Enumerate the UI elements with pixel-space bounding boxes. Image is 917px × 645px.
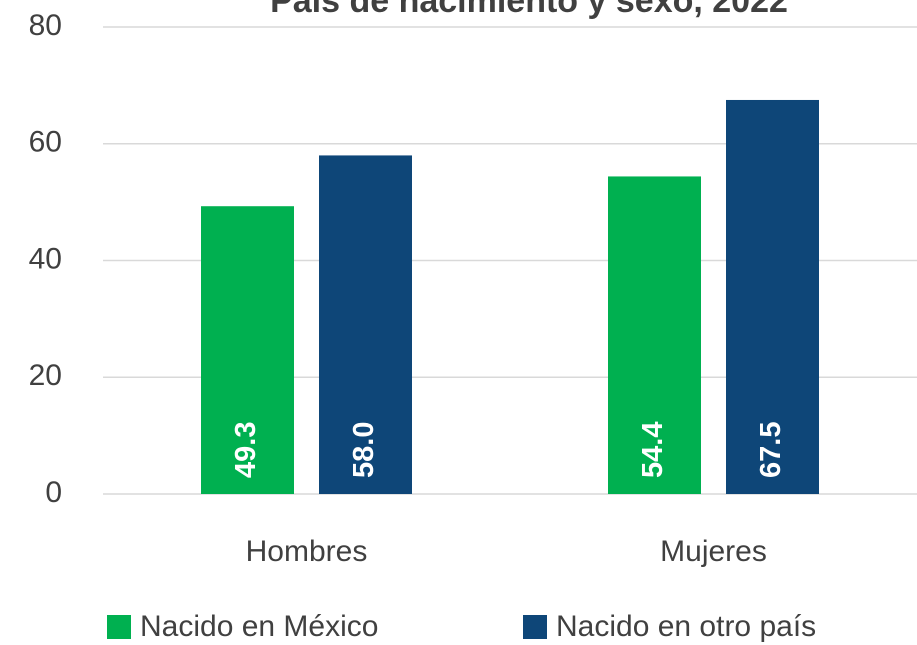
legend-label: Nacido en otro país [556,610,816,643]
y-tick-label: 80 [29,9,62,42]
y-tick-label: 40 [29,242,62,275]
value-label: 67.5 [755,422,787,478]
chart-title: País de nacimiento y sexo, 2022 [270,0,788,20]
bar [726,99,819,494]
value-label: 54.4 [637,422,669,478]
legend-swatch [107,615,131,639]
value-label: 58.0 [348,422,380,478]
bar [201,206,294,494]
bar [319,155,412,495]
x-tick-label: Hombres [246,535,368,568]
x-tick-label: Mujeres [660,535,767,568]
y-tick-label: 60 [29,126,62,159]
value-label: 49.3 [230,422,262,478]
legend-label: Nacido en México [140,610,378,643]
bar [608,176,701,494]
legend-swatch [523,615,547,639]
y-tick-label: 20 [29,359,62,392]
y-tick-label: 0 [45,476,62,509]
